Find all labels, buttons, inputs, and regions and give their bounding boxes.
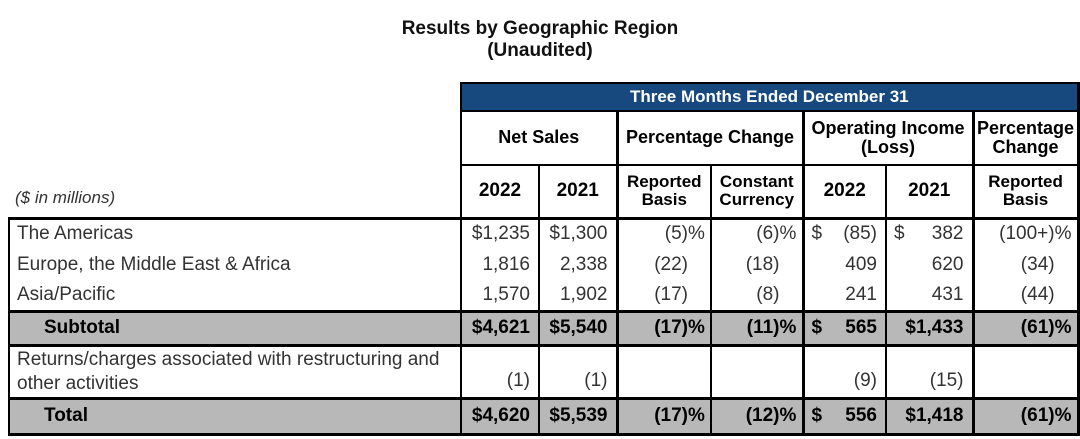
table-cell: (1) xyxy=(538,345,617,398)
table-cell: (100+)% xyxy=(971,218,1080,249)
table-cell: 1,902 xyxy=(538,280,617,311)
table-cell: (11)% xyxy=(710,309,803,347)
group-operating-income: Operating Income (Loss) xyxy=(801,111,973,166)
table-cell: $4,621 xyxy=(460,309,539,347)
table-cell: 1,816 xyxy=(460,249,539,280)
table-cell: (34) xyxy=(971,249,1080,280)
row-label: Total xyxy=(8,396,461,436)
group-net-sales: Net Sales xyxy=(460,111,617,166)
table-cell: $1,235 xyxy=(460,218,539,249)
table-row-subtotal: Subtotal $4,621 $5,540 (17)% (11)% $565 … xyxy=(8,309,1080,347)
table-cell: $1,300 xyxy=(538,218,617,249)
row-label: Asia/Pacific xyxy=(8,280,461,311)
table-cell: (17)% xyxy=(615,396,711,436)
table-cell: (17) xyxy=(615,280,711,311)
table-cell: 2,338 xyxy=(538,249,617,280)
table-cell: (15) xyxy=(885,345,973,398)
group-percentage-change-2: Percentage Change xyxy=(971,111,1080,166)
col-reported-basis: Reported Basis xyxy=(615,165,711,220)
table-cell xyxy=(710,345,803,398)
page-title: Results by Geographic Region (Unaudited) xyxy=(0,18,1080,63)
banner-three-months: Three Months Ended December 31 xyxy=(459,82,1080,112)
table-cell: (1) xyxy=(460,345,539,398)
table-cell: $5,539 xyxy=(538,396,617,436)
table-cell: 241 xyxy=(801,280,886,311)
table-cell: 431 xyxy=(885,280,973,311)
title-line2: (Unaudited) xyxy=(487,40,593,62)
table-row-total: Total $4,620 $5,539 (17)% (12)% $556 $1,… xyxy=(8,396,1080,436)
col-reported-basis-2: Reported Basis xyxy=(971,165,1080,220)
table-cell: $ (85) xyxy=(801,218,886,249)
table-cell: (12)% xyxy=(710,396,803,436)
table-cell: $1,418 xyxy=(885,396,973,436)
col-oi-2022: 2022 xyxy=(801,165,886,220)
table-cell: (18) xyxy=(710,249,803,280)
table-cell: 620 xyxy=(885,249,973,280)
table-cell: $382 xyxy=(885,218,973,249)
table-cell: (6)% xyxy=(710,218,803,249)
table-cell: $556 xyxy=(801,396,886,436)
table-cell: (44) xyxy=(971,280,1080,311)
table-cell xyxy=(971,345,1080,398)
table-cell: 1,570 xyxy=(460,280,539,311)
table-cell: $5,540 xyxy=(538,309,617,347)
col-ns-2022: 2022 xyxy=(460,165,539,220)
row-label: Subtotal xyxy=(8,309,461,347)
table-cell: 409 xyxy=(801,249,886,280)
col-ns-2021: 2021 xyxy=(538,165,617,220)
table-cell: (61)% xyxy=(971,309,1080,347)
table-cell: $4,620 xyxy=(460,396,539,436)
row-label: The Americas xyxy=(8,218,461,249)
units-note-cell: ($ in millions) xyxy=(9,165,461,220)
table-row-asia-pacific: Asia/Pacific 1,570 1,902 (17) (8) 241 43… xyxy=(8,280,1080,311)
table-row-returns-charges: Returns/charges associated with restruct… xyxy=(8,345,1080,398)
geographic-results-table: Three Months Ended December 31 Net Sales… xyxy=(8,82,1080,436)
title-line1: Results by Geographic Region xyxy=(401,18,679,39)
table-row-americas: The Americas $1,235 $1,300 (5)% (6)% $ (8… xyxy=(8,218,1080,249)
table-cell: (22) xyxy=(615,249,711,280)
group-percentage-change: Percentage Change xyxy=(615,111,803,166)
row-label: Returns/charges associated with restruct… xyxy=(8,345,461,398)
table-row-europe: Europe, the Middle East & Africa 1,816 2… xyxy=(8,249,1080,280)
units-note: ($ in millions) xyxy=(15,187,116,207)
header-spacer xyxy=(9,111,461,165)
table-cell: $1,433 xyxy=(885,309,973,347)
row-label: Europe, the Middle East & Africa xyxy=(8,249,461,280)
table-cell: (61)% xyxy=(971,396,1080,436)
table-cell: (5)% xyxy=(615,218,711,249)
table-cell: (17)% xyxy=(615,309,711,347)
header-spacer xyxy=(9,83,461,111)
col-constant-currency: Constant Currency xyxy=(710,165,803,220)
table-cell: (8) xyxy=(710,280,803,311)
table-cell xyxy=(615,345,711,398)
col-oi-2021: 2021 xyxy=(885,165,973,220)
table-cell: (9) xyxy=(801,345,886,398)
table-cell: $565 xyxy=(801,309,886,347)
